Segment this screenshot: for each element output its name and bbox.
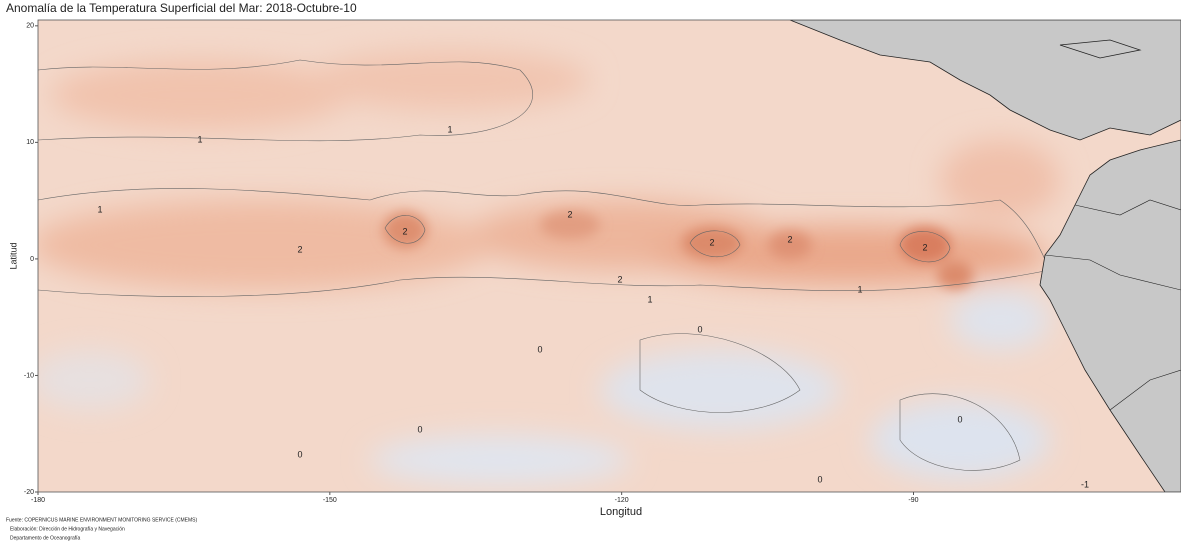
contour-label: 0 xyxy=(817,474,822,484)
warm-cores xyxy=(383,211,973,289)
y-tick-label: 0 xyxy=(30,256,34,263)
contour-label: 2 xyxy=(402,226,407,236)
y-tick-label: 10 xyxy=(26,139,34,146)
contour-label: 1 xyxy=(647,294,652,304)
x-tick-label: -150 xyxy=(323,497,337,504)
x-tick-label: -120 xyxy=(615,497,629,504)
contour-label: 0 xyxy=(697,324,702,334)
contour-label: 0 xyxy=(417,424,422,434)
contour-label: 2 xyxy=(617,274,622,284)
map-title: Anomalía de la Temperatura Superficial d… xyxy=(6,1,357,15)
contour-label: 2 xyxy=(922,242,927,252)
contour-label: 0 xyxy=(957,414,962,424)
contour-label: 0 xyxy=(537,344,542,354)
contour-label: 1 xyxy=(447,124,452,134)
borders xyxy=(1044,199,1181,411)
x-axis-label: Longitud xyxy=(600,506,642,518)
contour-label: 2 xyxy=(787,234,792,244)
y-tick-label: -20 xyxy=(24,489,34,496)
contour-label: 0 xyxy=(297,449,302,459)
contour-label: 1 xyxy=(197,134,202,144)
contour-label: 2 xyxy=(297,244,302,254)
plot-frame xyxy=(37,19,1181,493)
island xyxy=(1059,39,1142,59)
x-tick-label: -180 xyxy=(31,497,45,504)
contour-label: 2 xyxy=(709,237,714,247)
contour-labels: 2 2 2 2 2 2 2 1 1 1 1 1 0 0 0 0 0 0 -1 xyxy=(97,124,1089,489)
contour-label: 2 xyxy=(567,209,572,219)
y-tick-label: -10 xyxy=(24,372,34,379)
contour-label: 1 xyxy=(857,284,862,294)
south-america xyxy=(1039,139,1181,492)
contour-label: 1 xyxy=(97,204,102,214)
contour-label: -1 xyxy=(1081,479,1089,489)
y-tick-label: 20 xyxy=(26,23,34,30)
x-tick-label: -90 xyxy=(908,497,918,504)
contours xyxy=(38,59,1051,471)
land xyxy=(789,20,1181,492)
y-axis-label: Latitud xyxy=(8,242,18,269)
sst-field xyxy=(38,20,1181,492)
footnote: Elaboración: Dirección de Hidrografía y … xyxy=(10,526,125,532)
footnote: Departamento de Oceanografía xyxy=(10,535,81,541)
footnote: Fuente: COPERNICUS MARINE ENVIRONMENT MO… xyxy=(6,517,197,523)
